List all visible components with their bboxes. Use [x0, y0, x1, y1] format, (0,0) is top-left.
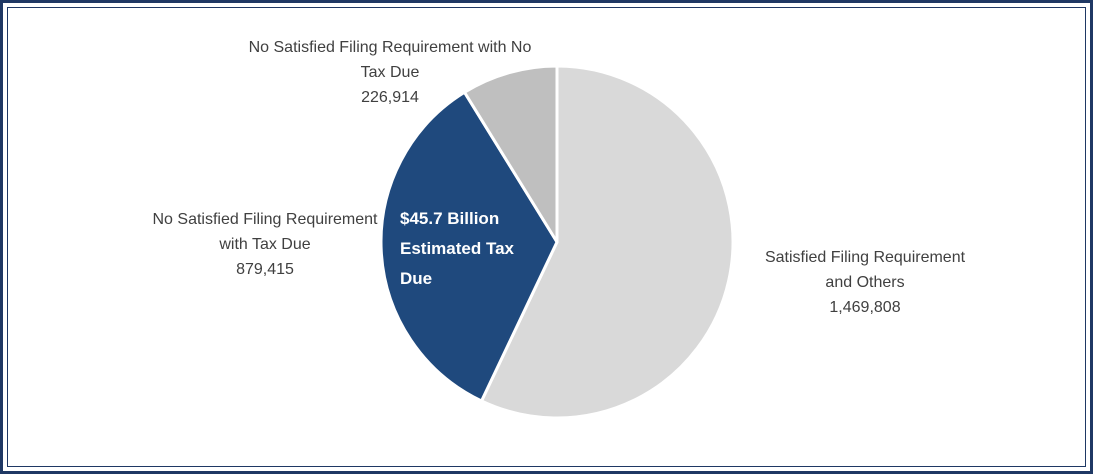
value-label: 226,914 [361, 89, 419, 106]
category-label: Satisfied Filing Requirement and Others [764, 249, 966, 291]
category-label: No Satisfied Filing Requirement with Tax… [152, 211, 378, 253]
pie-slice [379, 90, 559, 403]
annotation: $45.7 Billion Estimated Tax Due [400, 209, 515, 288]
pie-slice [480, 64, 735, 420]
slice-label: No Satisfied Filing Requirement with Tax… [145, 207, 385, 282]
pie-slice [462, 64, 559, 244]
category-label: No Satisfied Filing Requirement with No … [248, 39, 532, 81]
chart-inner-border [7, 7, 1086, 467]
slice-label: Satisfied Filing Requirement and Others 1… [755, 245, 975, 320]
slice-label: No Satisfied Filing Requirement with No … [245, 35, 535, 110]
value-label: 879,415 [236, 261, 294, 278]
value-label: 1,469,808 [829, 299, 901, 316]
